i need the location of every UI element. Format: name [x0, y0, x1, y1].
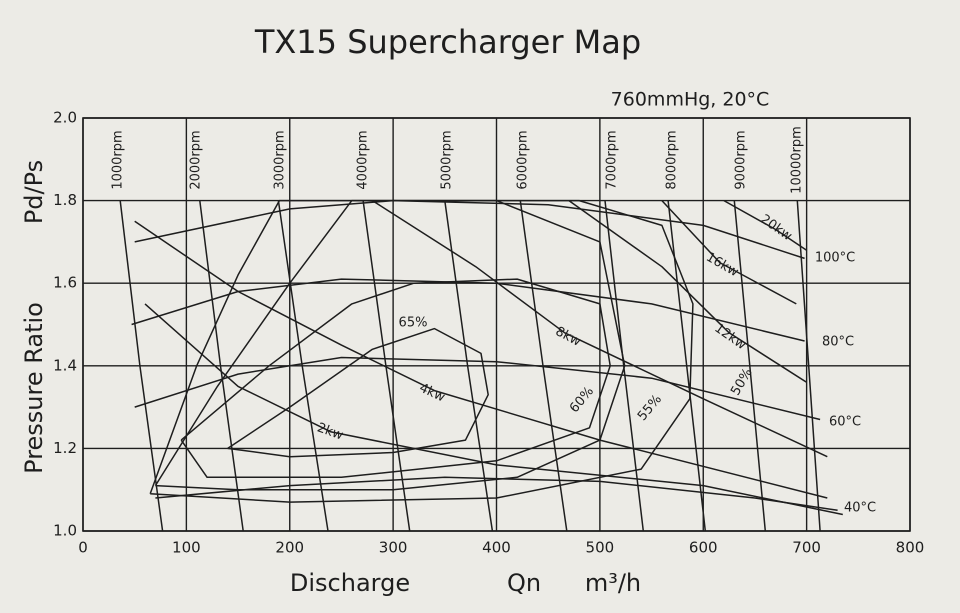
curve [119, 200, 164, 532]
y-axis-label-ratio: Pd/Ps [20, 160, 48, 224]
y-tick-label: 1.0 [53, 522, 77, 540]
curve-label: 2000rpm [189, 130, 204, 189]
curve [131, 278, 805, 342]
x-tick-label: 800 [896, 539, 925, 557]
chart-subtitle: 760mmHg, 20°C [611, 89, 770, 111]
curve [144, 303, 843, 516]
x-tick-label: 400 [482, 539, 511, 557]
curve-label: 3000rpm [273, 130, 288, 189]
curve [568, 199, 808, 383]
y-tick-label: 1.4 [53, 356, 77, 374]
curve [134, 199, 805, 260]
curve-label: 1000rpm [111, 130, 126, 189]
curve-label: 60°C [829, 415, 861, 430]
curve-label: 10000rpm [790, 126, 805, 194]
curve-label: 6000rpm [516, 130, 531, 189]
y-tick-label: 1.6 [53, 274, 77, 292]
curve-label: 40°C [844, 501, 876, 516]
x-tick-label: 600 [689, 539, 718, 557]
x-axis-label-symbol: Qn [507, 569, 541, 597]
curve [796, 200, 821, 532]
x-axis-unit: m³/h [585, 569, 641, 597]
curve [149, 199, 694, 503]
curve [155, 476, 838, 512]
x-tick-label: 100 [172, 539, 201, 557]
curve-label: 9000rpm [734, 130, 749, 189]
x-tick-label: 500 [586, 539, 615, 557]
y-axis-label: Pressure Ratio [20, 302, 48, 474]
curve [134, 356, 821, 421]
curve [180, 278, 611, 479]
x-tick-label: 300 [379, 539, 408, 557]
curve [362, 200, 411, 532]
curve [134, 220, 828, 499]
x-tick-label: 200 [275, 539, 304, 557]
curve [723, 199, 808, 251]
x-tick-label: 0 [78, 539, 88, 557]
x-tick-label: 700 [792, 539, 821, 557]
curve [519, 200, 568, 532]
curve-label: 8000rpm [665, 130, 680, 189]
y-tick-label: 1.2 [53, 439, 77, 457]
curve-label: 80°C [822, 335, 854, 350]
curve [154, 199, 626, 491]
curve-label: 4000rpm [356, 130, 371, 189]
curve-label: 5000rpm [440, 130, 455, 189]
curve [199, 200, 244, 532]
curve [277, 200, 329, 532]
curve [733, 200, 767, 532]
y-tick-label: 2.0 [53, 109, 77, 127]
chart-title: TX15 Supercharger Map [254, 23, 641, 61]
curve [661, 200, 797, 305]
curve [227, 327, 489, 458]
curve-label: 7000rpm [605, 130, 620, 189]
y-tick-label: 1.8 [53, 191, 77, 209]
curve-label: 65% [399, 316, 428, 331]
curve [444, 200, 494, 532]
curve [604, 200, 645, 532]
curve [371, 199, 828, 458]
x-axis-label: Discharge [290, 569, 410, 597]
curve-label: 100°C [815, 251, 855, 266]
